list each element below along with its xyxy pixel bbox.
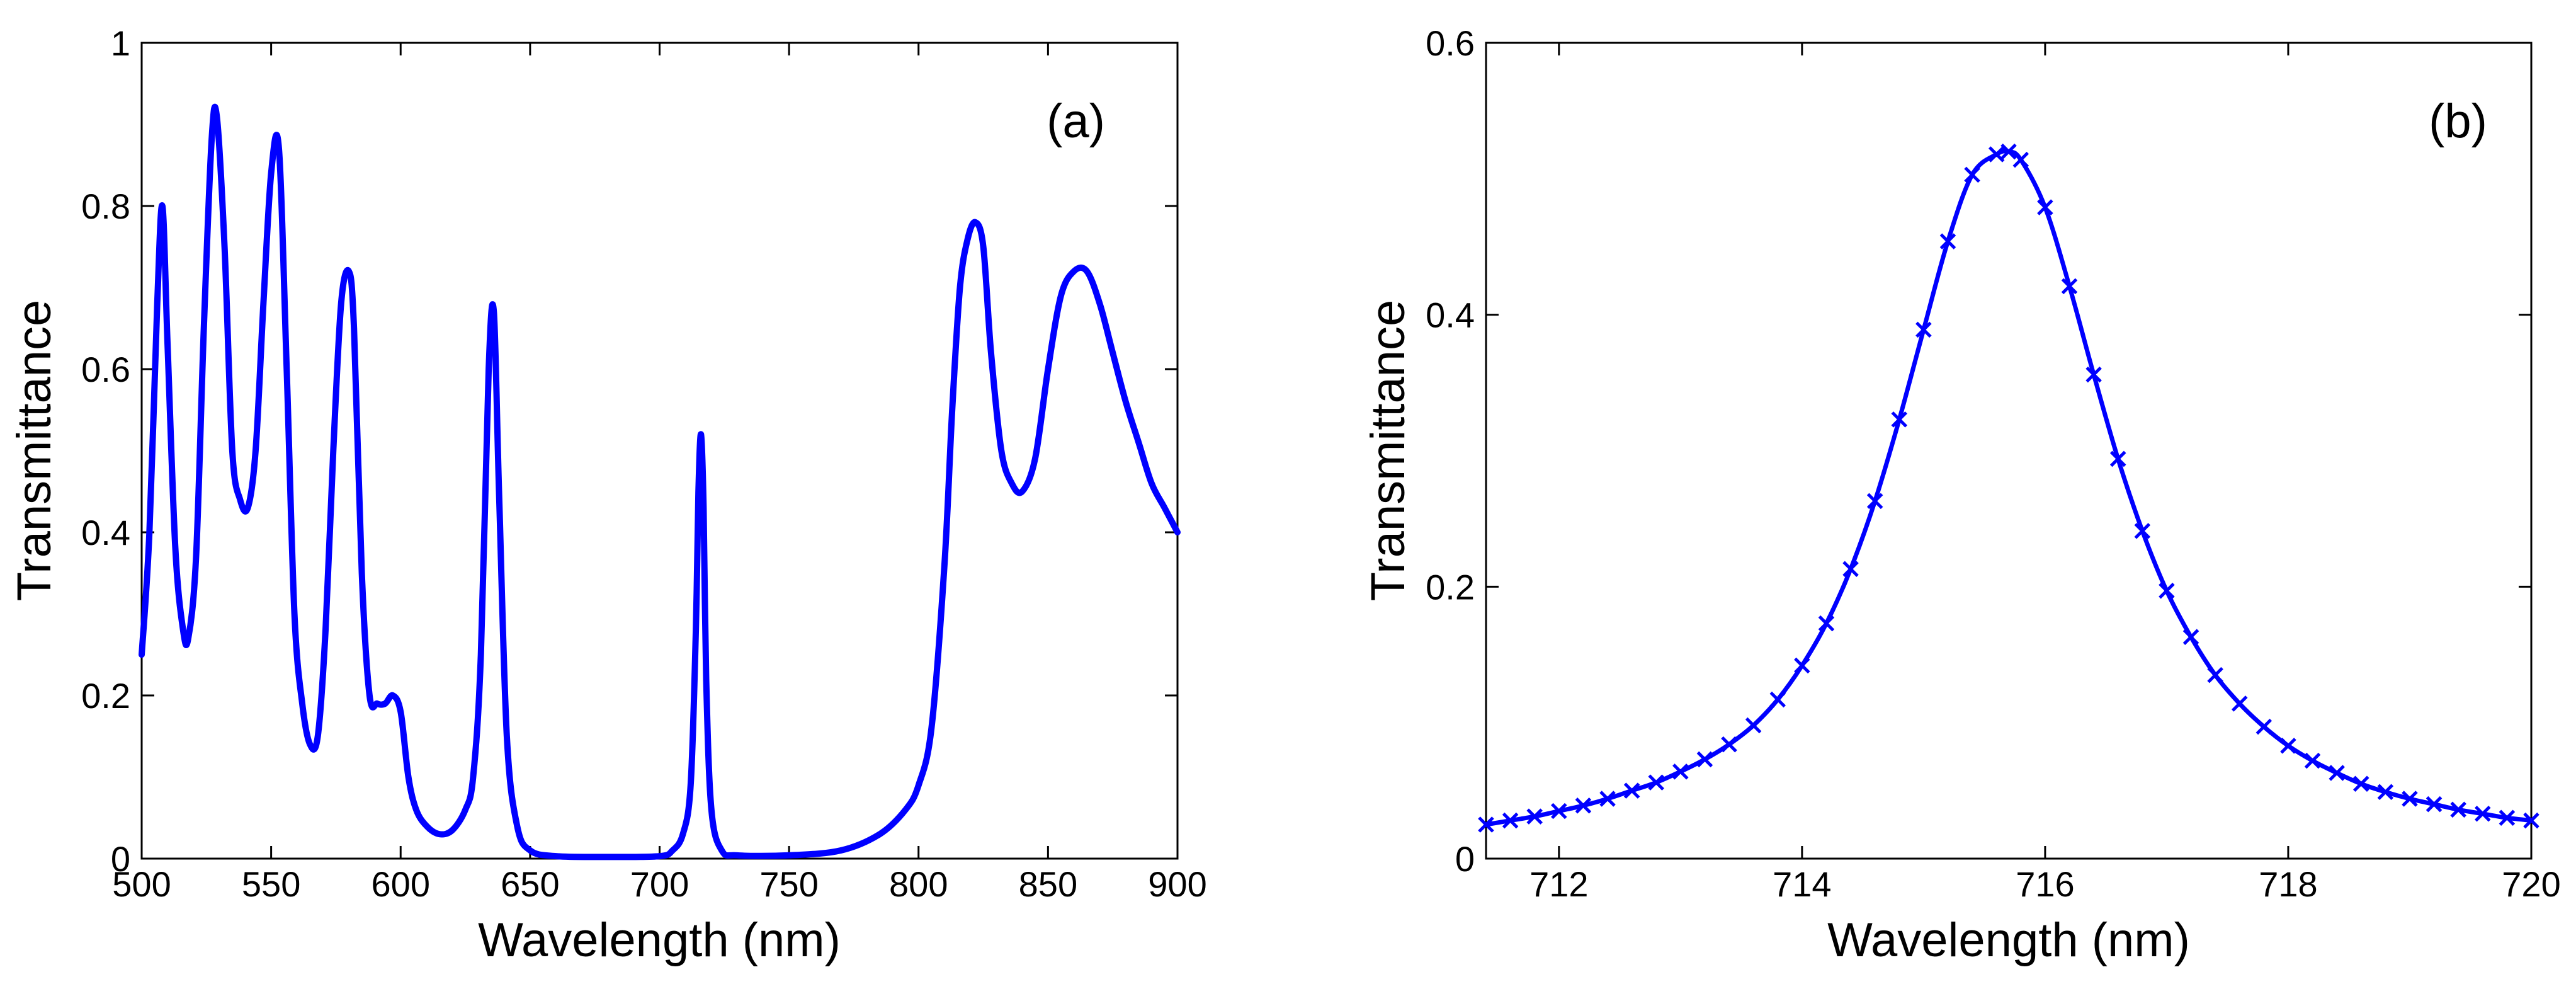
panel-a-y-tick-label: 0 (111, 839, 130, 879)
panel-b-data-point-marker (1769, 691, 1786, 708)
panel-a-x-tick-label: 850 (1019, 864, 1077, 904)
panel-b-y-tick-label: 0.2 (1426, 567, 1475, 607)
panel-b-ticks: 712 714 716 718 720 0 0.2 0.4 0.6 (1426, 23, 2561, 904)
panel-b-tag: (b) (2429, 94, 2487, 148)
panel-b-data-point-marker (2450, 801, 2466, 818)
panel-b-x-tick-label: 716 (2016, 864, 2074, 904)
panel-b-data-point-marker (1478, 816, 1494, 833)
panel-b-data-point-marker (2523, 812, 2539, 829)
panel-a-y-tick-label: 0.6 (81, 350, 130, 389)
panel-b-data-point-marker (2329, 765, 2345, 781)
panel-b-data-point-marker (2353, 775, 2369, 792)
panel-b-data-point-marker (2280, 738, 2296, 754)
panel-a-x-tick-label: 550 (242, 864, 300, 904)
panel-b-data-point-marker (2231, 695, 2248, 712)
panel-a-plot-frame (140, 42, 1179, 860)
panel-b-y-axis-label: Transmittance (1361, 300, 1415, 602)
panel-b-data-point-marker (2182, 629, 2199, 645)
panel-a-x-tick-label: 750 (759, 864, 818, 904)
panel-b-data-point-marker (1575, 797, 1592, 814)
panel-b-data-point-marker (2037, 199, 2053, 215)
panel-b-data-point-marker (2061, 278, 2078, 295)
panel-a-y-axis-label: Transmittance (8, 300, 61, 602)
panel-b-data-point-marker (1721, 736, 1737, 753)
panel-b-x-tick-label: 718 (2259, 864, 2317, 904)
panel-a-y-tick-label: 1 (111, 23, 130, 63)
panel-a-x-tick-label: 500 (112, 864, 171, 904)
panel-b-data-point-marker (2377, 784, 2394, 801)
panel-b-chart: 712 714 716 718 720 0 0.2 0.4 0.6 (b) Wavelength… (1361, 23, 2561, 967)
panel-a-x-axis-label: Wavelength (nm) (478, 913, 841, 967)
panel-a-x-tick-label: 650 (501, 864, 559, 904)
panel-b-data-point-marker (1794, 657, 1810, 674)
panel-b-data-point-marker (1672, 763, 1689, 780)
panel-b-data-point-marker (2255, 718, 2272, 735)
panel-b-data-point-marker (2000, 143, 2017, 160)
panel-b-data-point-marker (1526, 808, 1543, 825)
panel-b-data-point-marker (2109, 450, 2126, 467)
panel-b-data-point-marker (2304, 752, 2321, 769)
panel-b-data-point-marker (2207, 666, 2223, 683)
panel-b-y-tick-label: 0.4 (1426, 295, 1475, 335)
panel-b-data-point-marker (2475, 806, 2491, 822)
panel-b-data-point-marker (1818, 615, 1835, 632)
panel-b-data-point-marker (2134, 523, 2151, 539)
panel-b-markers (1478, 143, 2539, 833)
panel-b-data-point-marker (1648, 774, 1664, 791)
panel-b-data-point-marker (2085, 366, 2102, 383)
panel-b-data-point-marker (1623, 782, 1640, 799)
panel-b-data-point-marker (1599, 791, 1616, 807)
panel-b-data-point-marker (2402, 791, 2418, 807)
panel-a-x-tick-label: 800 (889, 864, 948, 904)
panel-b-data-point-marker (2012, 151, 2029, 168)
panel-b-x-tick-label: 714 (1773, 864, 1831, 904)
panel-b-data-point-marker (2499, 809, 2516, 826)
panel-b-data-point-marker (1988, 146, 2005, 163)
panel-a-tag: (a) (1047, 94, 1105, 148)
panel-b-data-point-marker (1696, 751, 1713, 768)
panel-b-data-point-marker (1915, 321, 1932, 338)
panel-a-x-tick-label: 700 (630, 864, 689, 904)
panel-b-data-point-marker (1866, 493, 1883, 510)
panel-b-x-tick-label: 712 (1529, 864, 1588, 904)
panel-b-x-tick-label: 720 (2502, 864, 2560, 904)
panel-a-y-tick-label: 0.4 (81, 513, 130, 552)
panel-b-data-point-marker (1964, 166, 1980, 183)
panel-a-x-tick-label: 600 (372, 864, 430, 904)
panel-b-y-tick-label: 0 (1455, 839, 1475, 879)
panel-b-data-point-marker (1502, 812, 1519, 829)
panel-b-x-axis-label: Wavelength (nm) (1827, 913, 2190, 967)
panel-b-data-point-marker (1551, 803, 1567, 820)
panel-b-data-point-marker (1939, 233, 1956, 249)
panel-a-ticks: 500 550 600 650 700 750 800 850 900 0 0.2 0.4 0.6 0.8… (81, 23, 1207, 904)
panel-a-transmittance-line (139, 103, 1181, 860)
panel-b-plot-frame (1485, 42, 2533, 860)
panel-a-y-tick-label: 0.8 (81, 186, 130, 226)
panel-a-x-tick-label: 900 (1148, 864, 1206, 904)
panel-b-data-point-marker (2426, 796, 2443, 813)
panel-b-data-point-marker (1891, 411, 1908, 428)
panel-b-data-point-marker (1745, 717, 1762, 734)
panel-b-data-point-marker (1842, 561, 1859, 578)
panel-b-y-tick-label: 0.6 (1426, 23, 1475, 63)
panel-b-data-point-marker (2159, 583, 2175, 599)
panel-a-y-tick-label: 0.2 (81, 676, 130, 716)
panel-a-chart: 500 550 600 650 700 750 800 850 900 0 0.2 0.4 0.6 0.8… (8, 23, 1207, 967)
